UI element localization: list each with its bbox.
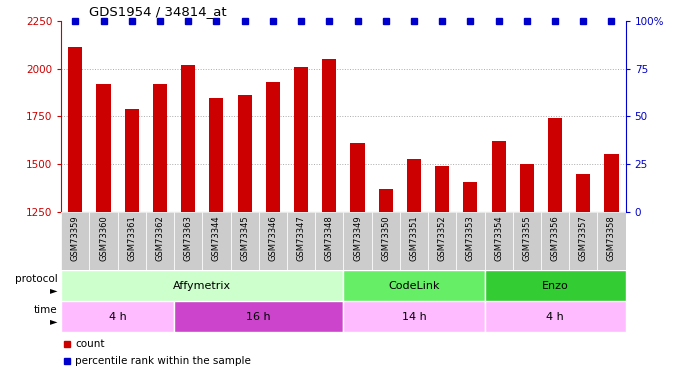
- Text: GSM73355: GSM73355: [522, 215, 531, 261]
- Text: GSM73345: GSM73345: [240, 215, 249, 261]
- Bar: [576, 174, 590, 212]
- Bar: [343, 270, 484, 301]
- Text: GSM73356: GSM73356: [551, 215, 560, 261]
- Bar: [118, 212, 146, 270]
- Text: protocol: protocol: [15, 274, 58, 284]
- Text: GSM73346: GSM73346: [269, 215, 277, 261]
- Text: count: count: [75, 339, 105, 349]
- Bar: [484, 270, 626, 301]
- Bar: [400, 212, 428, 270]
- Text: GSM73353: GSM73353: [466, 215, 475, 261]
- Text: GSM73362: GSM73362: [156, 215, 165, 261]
- Text: 16 h: 16 h: [246, 312, 271, 321]
- Text: GSM73352: GSM73352: [438, 215, 447, 261]
- Text: GSM73350: GSM73350: [381, 215, 390, 261]
- Bar: [605, 154, 619, 212]
- Bar: [237, 95, 252, 212]
- Bar: [124, 109, 139, 212]
- Text: Enzo: Enzo: [542, 281, 568, 291]
- Text: 4 h: 4 h: [109, 312, 126, 321]
- Bar: [322, 59, 337, 212]
- Bar: [379, 189, 393, 212]
- Bar: [484, 301, 626, 332]
- Bar: [266, 82, 280, 212]
- Bar: [203, 212, 231, 270]
- Bar: [569, 212, 597, 270]
- Bar: [343, 301, 484, 332]
- Text: ►: ►: [50, 285, 58, 296]
- Text: GSM73358: GSM73358: [607, 215, 616, 261]
- Bar: [597, 212, 626, 270]
- Bar: [61, 212, 90, 270]
- Text: GSM73349: GSM73349: [353, 215, 362, 261]
- Bar: [61, 270, 343, 301]
- Bar: [492, 141, 506, 212]
- Bar: [520, 164, 534, 212]
- Bar: [153, 84, 167, 212]
- Bar: [407, 159, 421, 212]
- Text: GSM73351: GSM73351: [409, 215, 418, 261]
- Bar: [174, 301, 343, 332]
- Bar: [287, 212, 315, 270]
- Text: 4 h: 4 h: [546, 312, 564, 321]
- Bar: [513, 212, 541, 270]
- Bar: [231, 212, 258, 270]
- Bar: [61, 301, 174, 332]
- Bar: [174, 212, 203, 270]
- Bar: [258, 212, 287, 270]
- Bar: [428, 212, 456, 270]
- Bar: [343, 212, 371, 270]
- Bar: [371, 212, 400, 270]
- Text: GSM73360: GSM73360: [99, 215, 108, 261]
- Bar: [181, 65, 195, 212]
- Text: GSM73348: GSM73348: [325, 215, 334, 261]
- Bar: [90, 212, 118, 270]
- Text: 14 h: 14 h: [402, 312, 426, 321]
- Bar: [316, 212, 343, 270]
- Text: GSM73361: GSM73361: [127, 215, 136, 261]
- Bar: [97, 84, 111, 212]
- Text: percentile rank within the sample: percentile rank within the sample: [75, 356, 251, 366]
- Text: GSM73354: GSM73354: [494, 215, 503, 261]
- Bar: [68, 48, 82, 212]
- Text: GDS1954 / 34814_at: GDS1954 / 34814_at: [89, 5, 227, 18]
- Bar: [541, 212, 569, 270]
- Bar: [350, 143, 364, 212]
- Bar: [435, 166, 449, 212]
- Bar: [456, 212, 484, 270]
- Text: GSM73363: GSM73363: [184, 215, 192, 261]
- Text: CodeLink: CodeLink: [388, 281, 440, 291]
- Bar: [294, 67, 308, 212]
- Text: GSM73347: GSM73347: [296, 215, 305, 261]
- Text: ►: ►: [50, 316, 58, 326]
- Bar: [463, 182, 477, 212]
- Bar: [548, 118, 562, 212]
- Text: Affymetrix: Affymetrix: [173, 281, 231, 291]
- Bar: [146, 212, 174, 270]
- Text: GSM73359: GSM73359: [71, 215, 80, 261]
- Text: time: time: [34, 305, 58, 315]
- Bar: [484, 212, 513, 270]
- Bar: [209, 98, 224, 212]
- Text: GSM73344: GSM73344: [212, 215, 221, 261]
- Text: GSM73357: GSM73357: [579, 215, 588, 261]
